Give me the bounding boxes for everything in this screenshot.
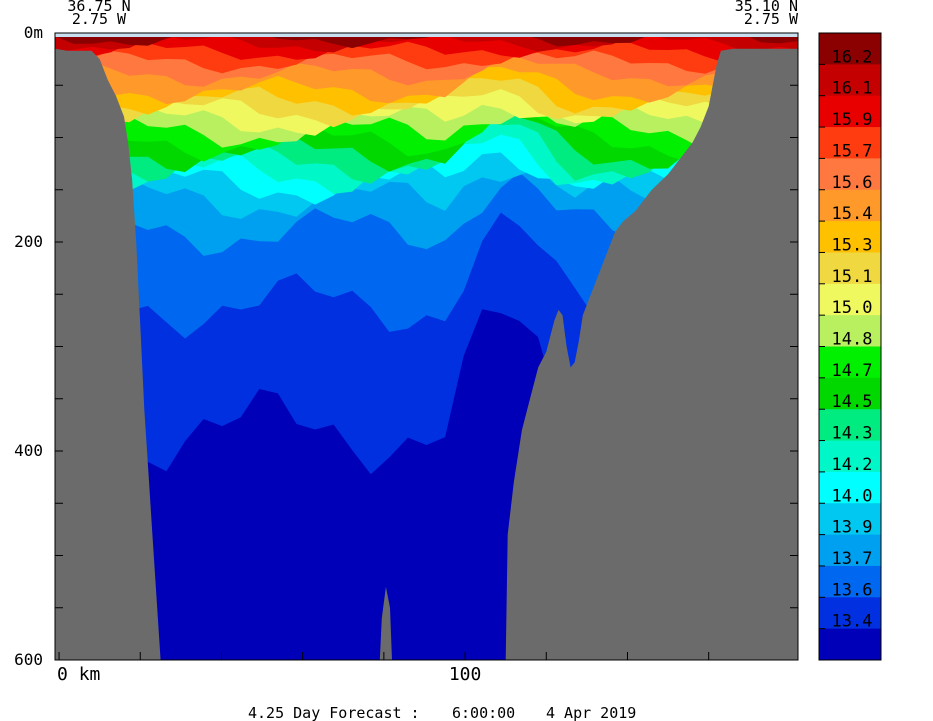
colorbar-label: 13.7 (832, 549, 873, 569)
colorbar-label: 14.3 (832, 424, 873, 444)
y-tick-label: 0m (24, 23, 43, 42)
colorbar-label: 15.9 (832, 110, 873, 130)
left-slope (55, 48, 161, 660)
bathymetry (55, 48, 798, 660)
colorbar-swatch (819, 471, 881, 504)
colorbar-swatch (819, 33, 881, 65)
colorbar-swatch (819, 189, 881, 222)
x-tick-label: 100 (449, 664, 482, 685)
colorbar-swatch (819, 534, 881, 567)
left-latitude-label: 36.75 N (67, 0, 130, 15)
x-axis: 0 km 100 (57, 652, 710, 685)
right-longitude-label: 2.75 W (744, 10, 799, 28)
colorbar-swatch (819, 597, 881, 630)
colorbar-label: 15.4 (832, 204, 873, 224)
colorbar-label: 16.2 (832, 47, 873, 67)
y-tick-label: 400 (14, 441, 43, 460)
forecast-label: 4.25 Day Forecast : (248, 704, 420, 721)
colorbar-label: 15.6 (832, 173, 873, 193)
colorbar-swatch (819, 440, 881, 473)
colorbar-swatch (819, 346, 881, 379)
colorbar-swatch (819, 221, 881, 253)
colorbar-swatch (819, 565, 881, 598)
forecast-time: 6:00:00 (452, 704, 515, 721)
plot-area (55, 33, 798, 660)
colorbar-label: 14.7 (832, 361, 873, 381)
y-axis: 0m 200 400 600 (14, 23, 798, 669)
colorbar-label: 16.1 (832, 79, 873, 99)
y-tick-label: 600 (14, 650, 43, 669)
forecast-date: 4 Apr 2019 (546, 704, 636, 721)
right-latitude-label: 35.10 N (735, 0, 798, 15)
colorbar-swatch (819, 409, 881, 442)
right-slope (505, 48, 798, 660)
colorbar-swatch (819, 628, 881, 661)
colorbar-swatch (819, 377, 881, 410)
colorbar-swatch (819, 503, 881, 536)
colorbar-label: 15.7 (832, 141, 873, 161)
colorbar-label: 14.2 (832, 455, 873, 475)
colorbar-label: 13.4 (832, 612, 873, 632)
colorbar-swatch (819, 95, 881, 128)
colorbar-label: 15.3 (832, 235, 873, 255)
colorbar-swatch (819, 252, 881, 285)
colorbar-swatch (819, 64, 881, 97)
colorbar: 16.2 16.1 15.9 15.7 15.6 15.4 15.3 15.1 15.0 14.8… (818, 32, 882, 661)
colorbar-label: 15.1 (832, 267, 873, 287)
left-longitude-label: 2.75 W (72, 10, 127, 28)
colorbar-swatch (819, 283, 881, 316)
colorbar-label: 14.5 (832, 392, 873, 412)
colorbar-label: 14.8 (832, 330, 873, 350)
colorbar-swatch (819, 127, 881, 159)
colorbar-label: 14.0 (832, 486, 873, 506)
seamount (379, 586, 392, 660)
colorbar-label: 13.6 (832, 580, 873, 600)
colorbar-label: 15.0 (832, 298, 873, 318)
colorbar-swatch (819, 158, 881, 191)
x-tick-label: 0 km (57, 664, 100, 685)
y-tick-label: 200 (14, 232, 43, 251)
surface-strip (55, 33, 798, 37)
colorbar-swatch (819, 315, 881, 347)
colorbar-label: 13.9 (832, 518, 873, 538)
